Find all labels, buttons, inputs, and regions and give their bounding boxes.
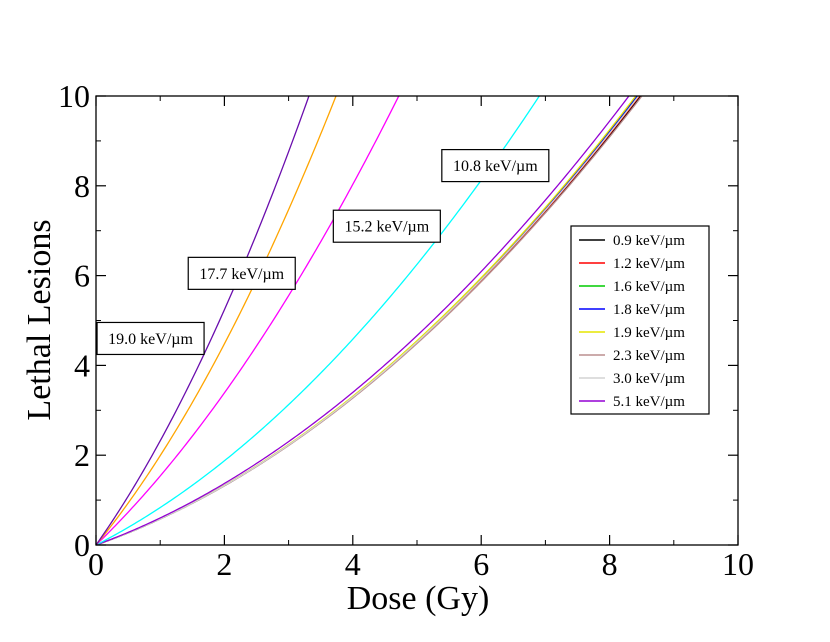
curve-label-text: 19.0 keV/µm <box>108 331 193 348</box>
curve-label: 19.0 keV/µm <box>96 321 205 356</box>
legend-label: 5.1 keV/µm <box>613 394 685 410</box>
curve-label-box <box>96 321 205 356</box>
legend-entry: 1.9 keV/µm <box>579 325 685 341</box>
series-line-8 <box>96 96 541 545</box>
series-line-7 <box>96 96 630 545</box>
legend-entry: 1.6 keV/µm <box>579 279 685 295</box>
legend-label: 0.9 keV/µm <box>613 233 685 249</box>
y-axis-title: Lethal Lesions <box>21 219 58 420</box>
curve-label-text: 17.7 keV/µm <box>199 266 284 283</box>
curve-label: 17.7 keV/µm <box>187 256 296 290</box>
curve-label-box <box>441 148 550 183</box>
x-tick-label: 6 <box>473 546 489 582</box>
x-tick-label: 8 <box>602 546 618 582</box>
x-tick-label: 10 <box>722 546 754 582</box>
series-line-9 <box>96 96 400 545</box>
curve-label-box <box>332 209 441 243</box>
legend-entry: 1.2 keV/µm <box>579 256 685 272</box>
curve-label: 15.2 keV/µm <box>332 209 441 243</box>
legend-label: 3.0 keV/µm <box>613 371 685 387</box>
curve-label-text: 10.8 keV/µm <box>453 158 538 175</box>
legend-entry: 0.9 keV/µm <box>579 233 685 249</box>
x-tick-label: 0 <box>88 546 104 582</box>
axis-ticks: 0 2 4 6 8 10 0 2 4 6 8 10 <box>58 78 754 582</box>
legend-entry: 1.8 keV/µm <box>579 302 685 318</box>
curve-label: 10.8 keV/µm <box>441 148 550 183</box>
legend-label: 1.9 keV/µm <box>613 325 685 341</box>
y-tick-label: 8 <box>74 168 90 204</box>
curve-label-text: 15.2 keV/µm <box>344 219 429 236</box>
y-tick-label: 10 <box>58 78 90 114</box>
legend-box <box>570 225 710 415</box>
y-tick-label: 2 <box>74 437 90 473</box>
series-line-6 <box>96 96 640 545</box>
curve-label-box <box>187 256 296 290</box>
y-tick-label: 4 <box>74 347 90 383</box>
legend-label: 1.6 keV/µm <box>613 279 685 295</box>
legend: 0.9 keV/µm 1.2 keV/µm 1.6 keV/µm 1.8 keV/µm… <box>570 225 710 415</box>
y-tick-label: 0 <box>74 527 90 563</box>
x-tick-label: 4 <box>345 546 361 582</box>
legend-entry: 5.1 keV/µm <box>579 394 685 410</box>
legend-entry: 3.0 keV/µm <box>579 371 685 387</box>
legend-label: 2.3 keV/µm <box>613 348 685 364</box>
x-tick-label: 2 <box>216 546 232 582</box>
series-line-11 <box>96 96 310 545</box>
series-curves <box>96 96 643 545</box>
legend-entry: 2.3 keV/µm <box>579 348 685 364</box>
y-tick-label: 6 <box>74 258 90 294</box>
curve-annotations: 19.0 keV/µm 17.7 keV/µm 15.2 keV/µm 10.8 ke… <box>96 148 550 356</box>
x-axis-title: Dose (Gy) <box>347 580 490 617</box>
legend-label: 1.8 keV/µm <box>613 302 685 318</box>
series-line-10 <box>96 96 337 545</box>
legend-label: 1.2 keV/µm <box>613 256 685 272</box>
